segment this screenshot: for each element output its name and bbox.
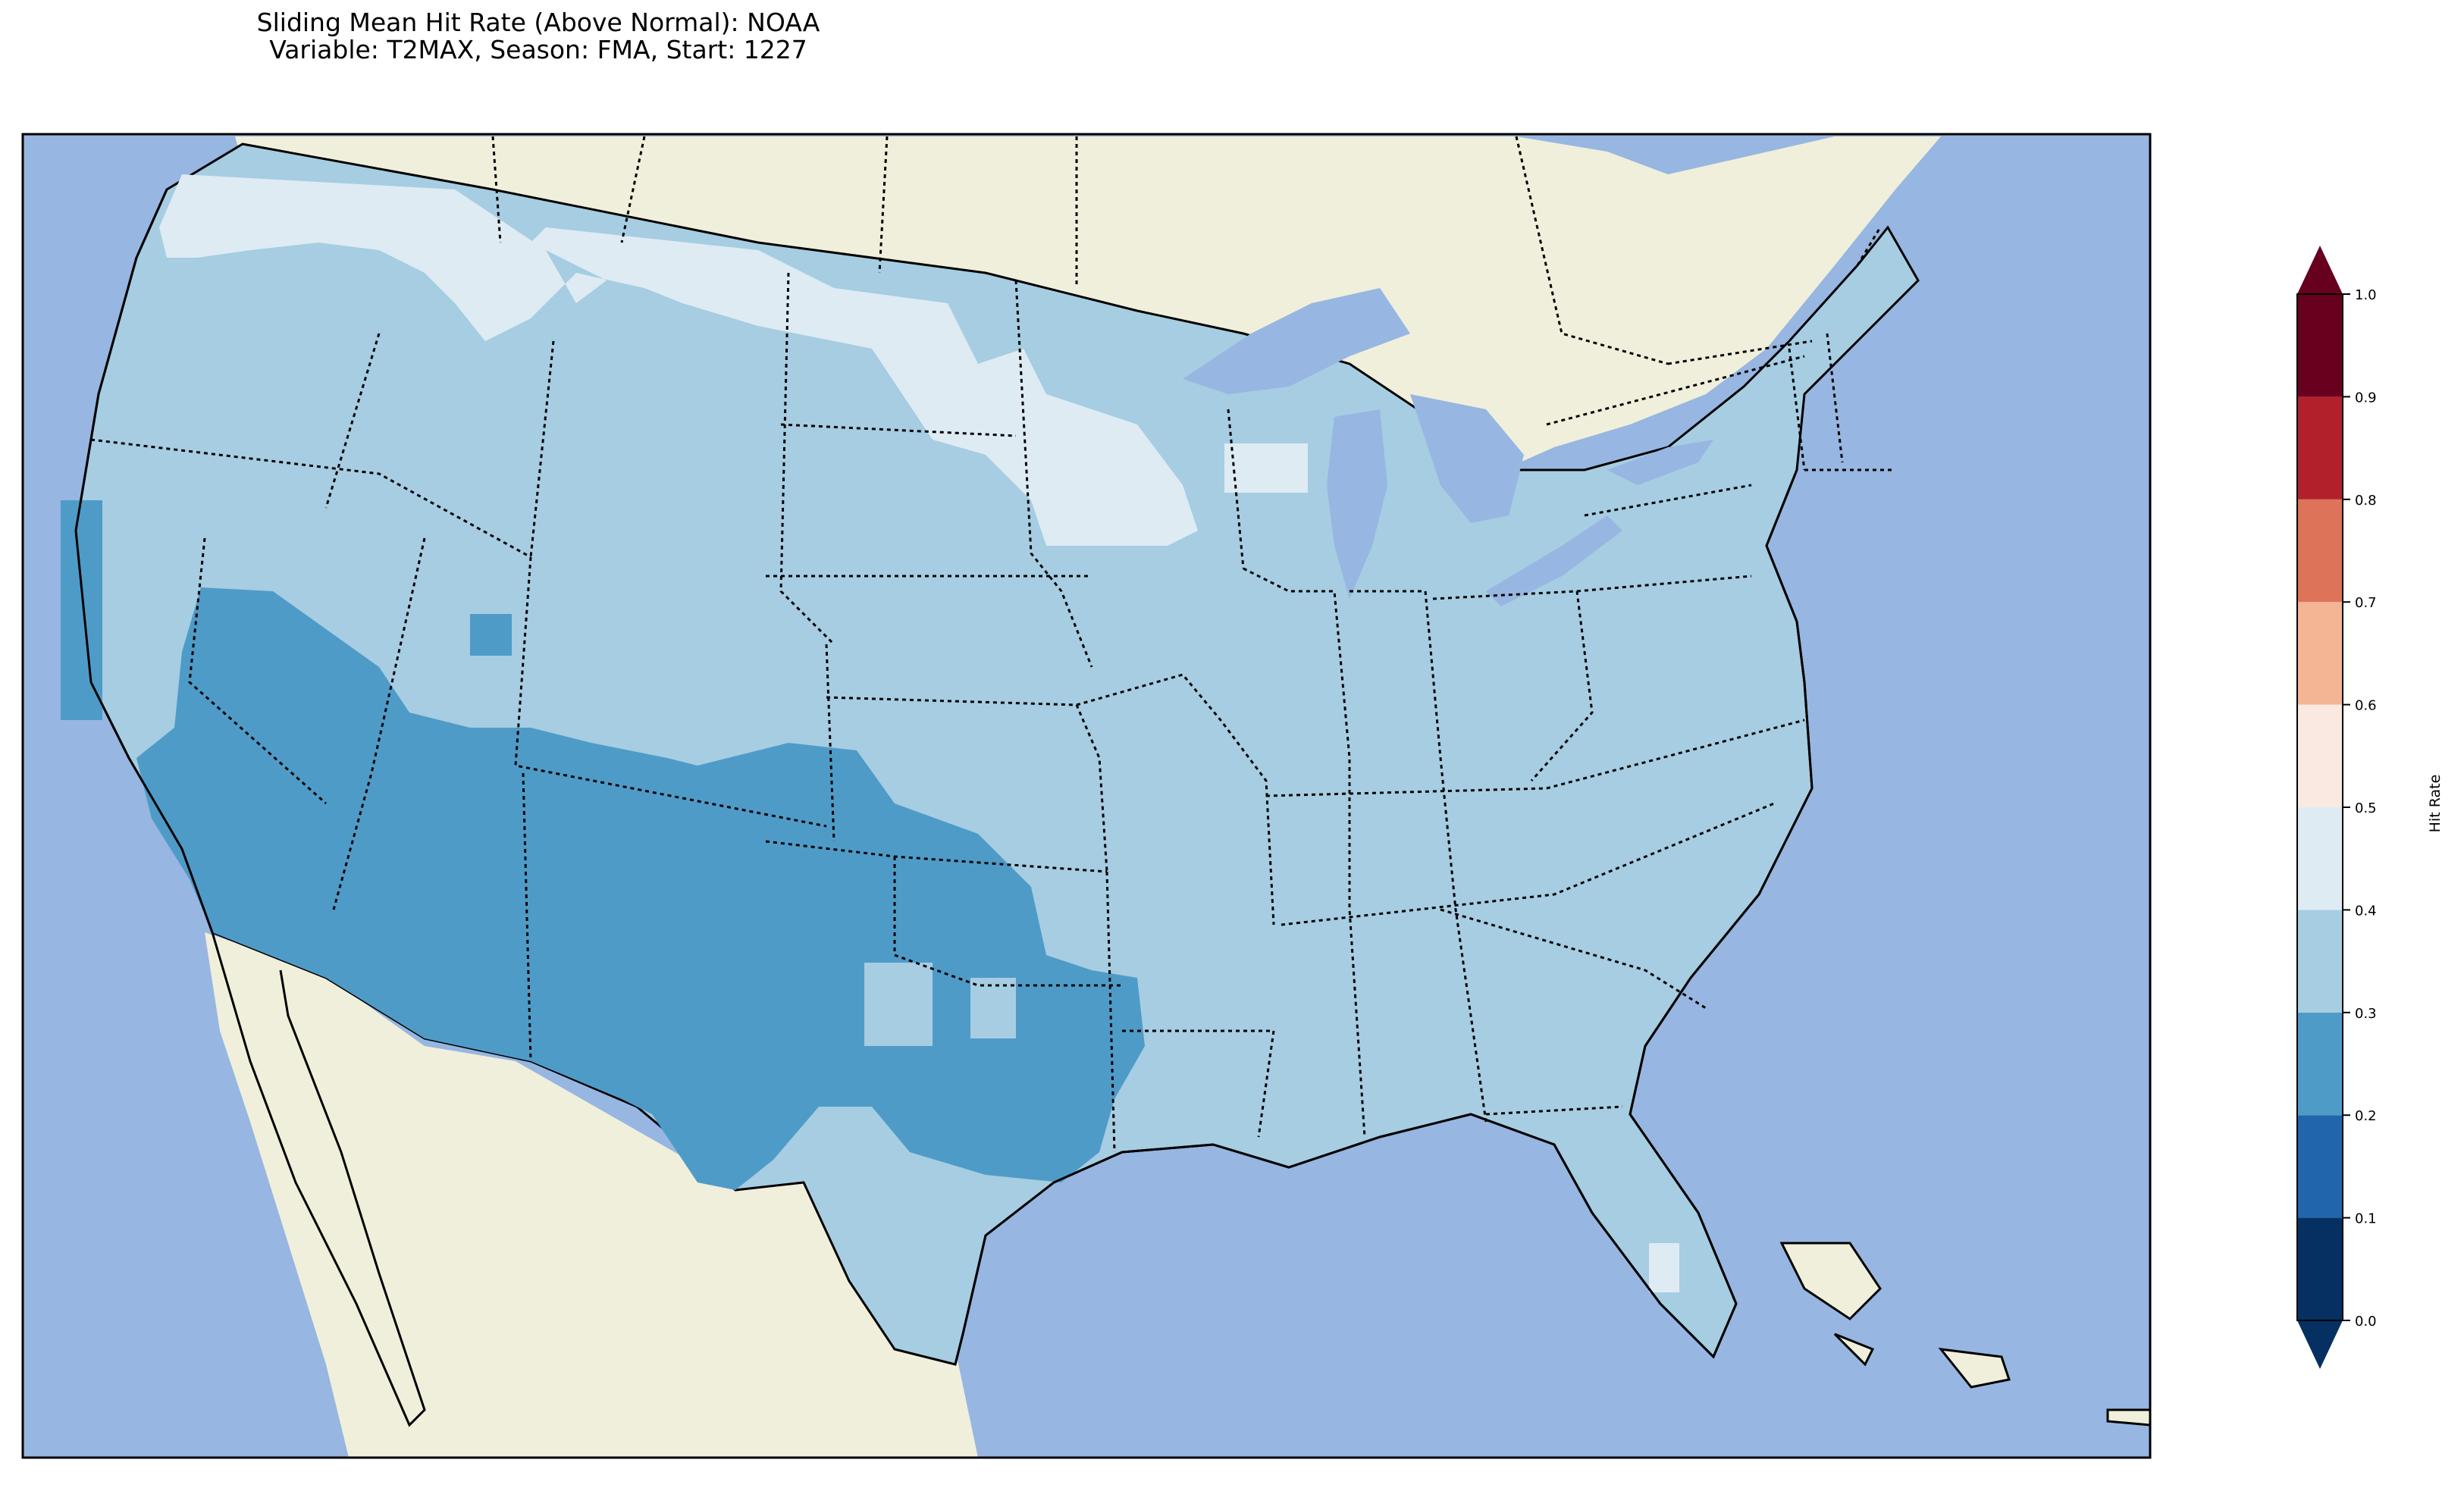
northern-tier-0.4-0.5 (159, 174, 1198, 546)
colorbar-tick-label: 0.8 (2355, 493, 2377, 509)
texas-hole-b-0.3-0.4 (970, 978, 1016, 1038)
map-title: Sliding Mean Hit Rate (Above Normal): NO… (256, 8, 820, 37)
caribbean-islands (1779, 1242, 2152, 1427)
colorbar-tick-label: 0.7 (2355, 595, 2377, 611)
colorbar-tick-label: 0.6 (2355, 698, 2377, 714)
baja-coastline (211, 932, 426, 1427)
lake-erie (1486, 515, 1622, 606)
utah-patch-0.2-0.3 (470, 614, 512, 656)
colorbar-bin-1 (2297, 1115, 2343, 1218)
map-subtitle: Variable: T2MAX, Season: FMA, Start: 122… (269, 35, 807, 64)
colorbar-bin-3 (2297, 910, 2343, 1013)
gulf-coastline (954, 469, 1814, 1365)
colorbar-over-arrow (2297, 246, 2343, 294)
colorbar-bin-5 (2297, 704, 2343, 807)
colorbar-tick-label: 0.0 (2355, 1314, 2377, 1330)
wisconsin-patch-0.4-0.5 (1224, 443, 1308, 493)
colorbar-bin-2 (2297, 1012, 2343, 1116)
colorbar-bin-6 (2297, 602, 2343, 705)
colorbar-tick-label: 0.3 (2355, 1006, 2377, 1022)
colorbar-tick-label: 0.5 (2355, 800, 2377, 816)
california-coast-0.2-0.3 (61, 500, 102, 720)
colorbar-bin-4 (2297, 807, 2343, 910)
colorbar-tick-label: 1.0 (2355, 287, 2377, 303)
colorbar-tick-label: 0.9 (2355, 390, 2377, 406)
florida-patch-0.4-0.5 (1649, 1243, 1679, 1292)
lake-huron (1410, 394, 1524, 523)
map-frame (21, 133, 2152, 1459)
state-borders (90, 227, 1895, 1153)
us-coastline (74, 189, 214, 933)
colorbar-bin-9 (2297, 294, 2343, 397)
lake-superior (1183, 288, 1410, 394)
colorbar-bin-8 (2297, 396, 2343, 500)
colorbar-tick-label: 0.1 (2355, 1211, 2377, 1227)
colorbar-label: Hit Rate (2427, 775, 2444, 833)
colorbar-under-arrow (2297, 1320, 2343, 1369)
colorbar-tick-label: 0.4 (2355, 903, 2377, 919)
texas-hole-a-0.3-0.4 (864, 963, 933, 1046)
province-borders (491, 136, 1813, 365)
colorbar-bin-7 (2297, 499, 2343, 603)
lake-michigan (1327, 409, 1387, 599)
lake-ontario (1607, 440, 1713, 485)
canada-land (235, 136, 1941, 576)
colorbar-bin-0 (2297, 1217, 2343, 1320)
colorbar-tick-label: 0.2 (2355, 1108, 2377, 1124)
mexico-land (205, 932, 978, 1458)
